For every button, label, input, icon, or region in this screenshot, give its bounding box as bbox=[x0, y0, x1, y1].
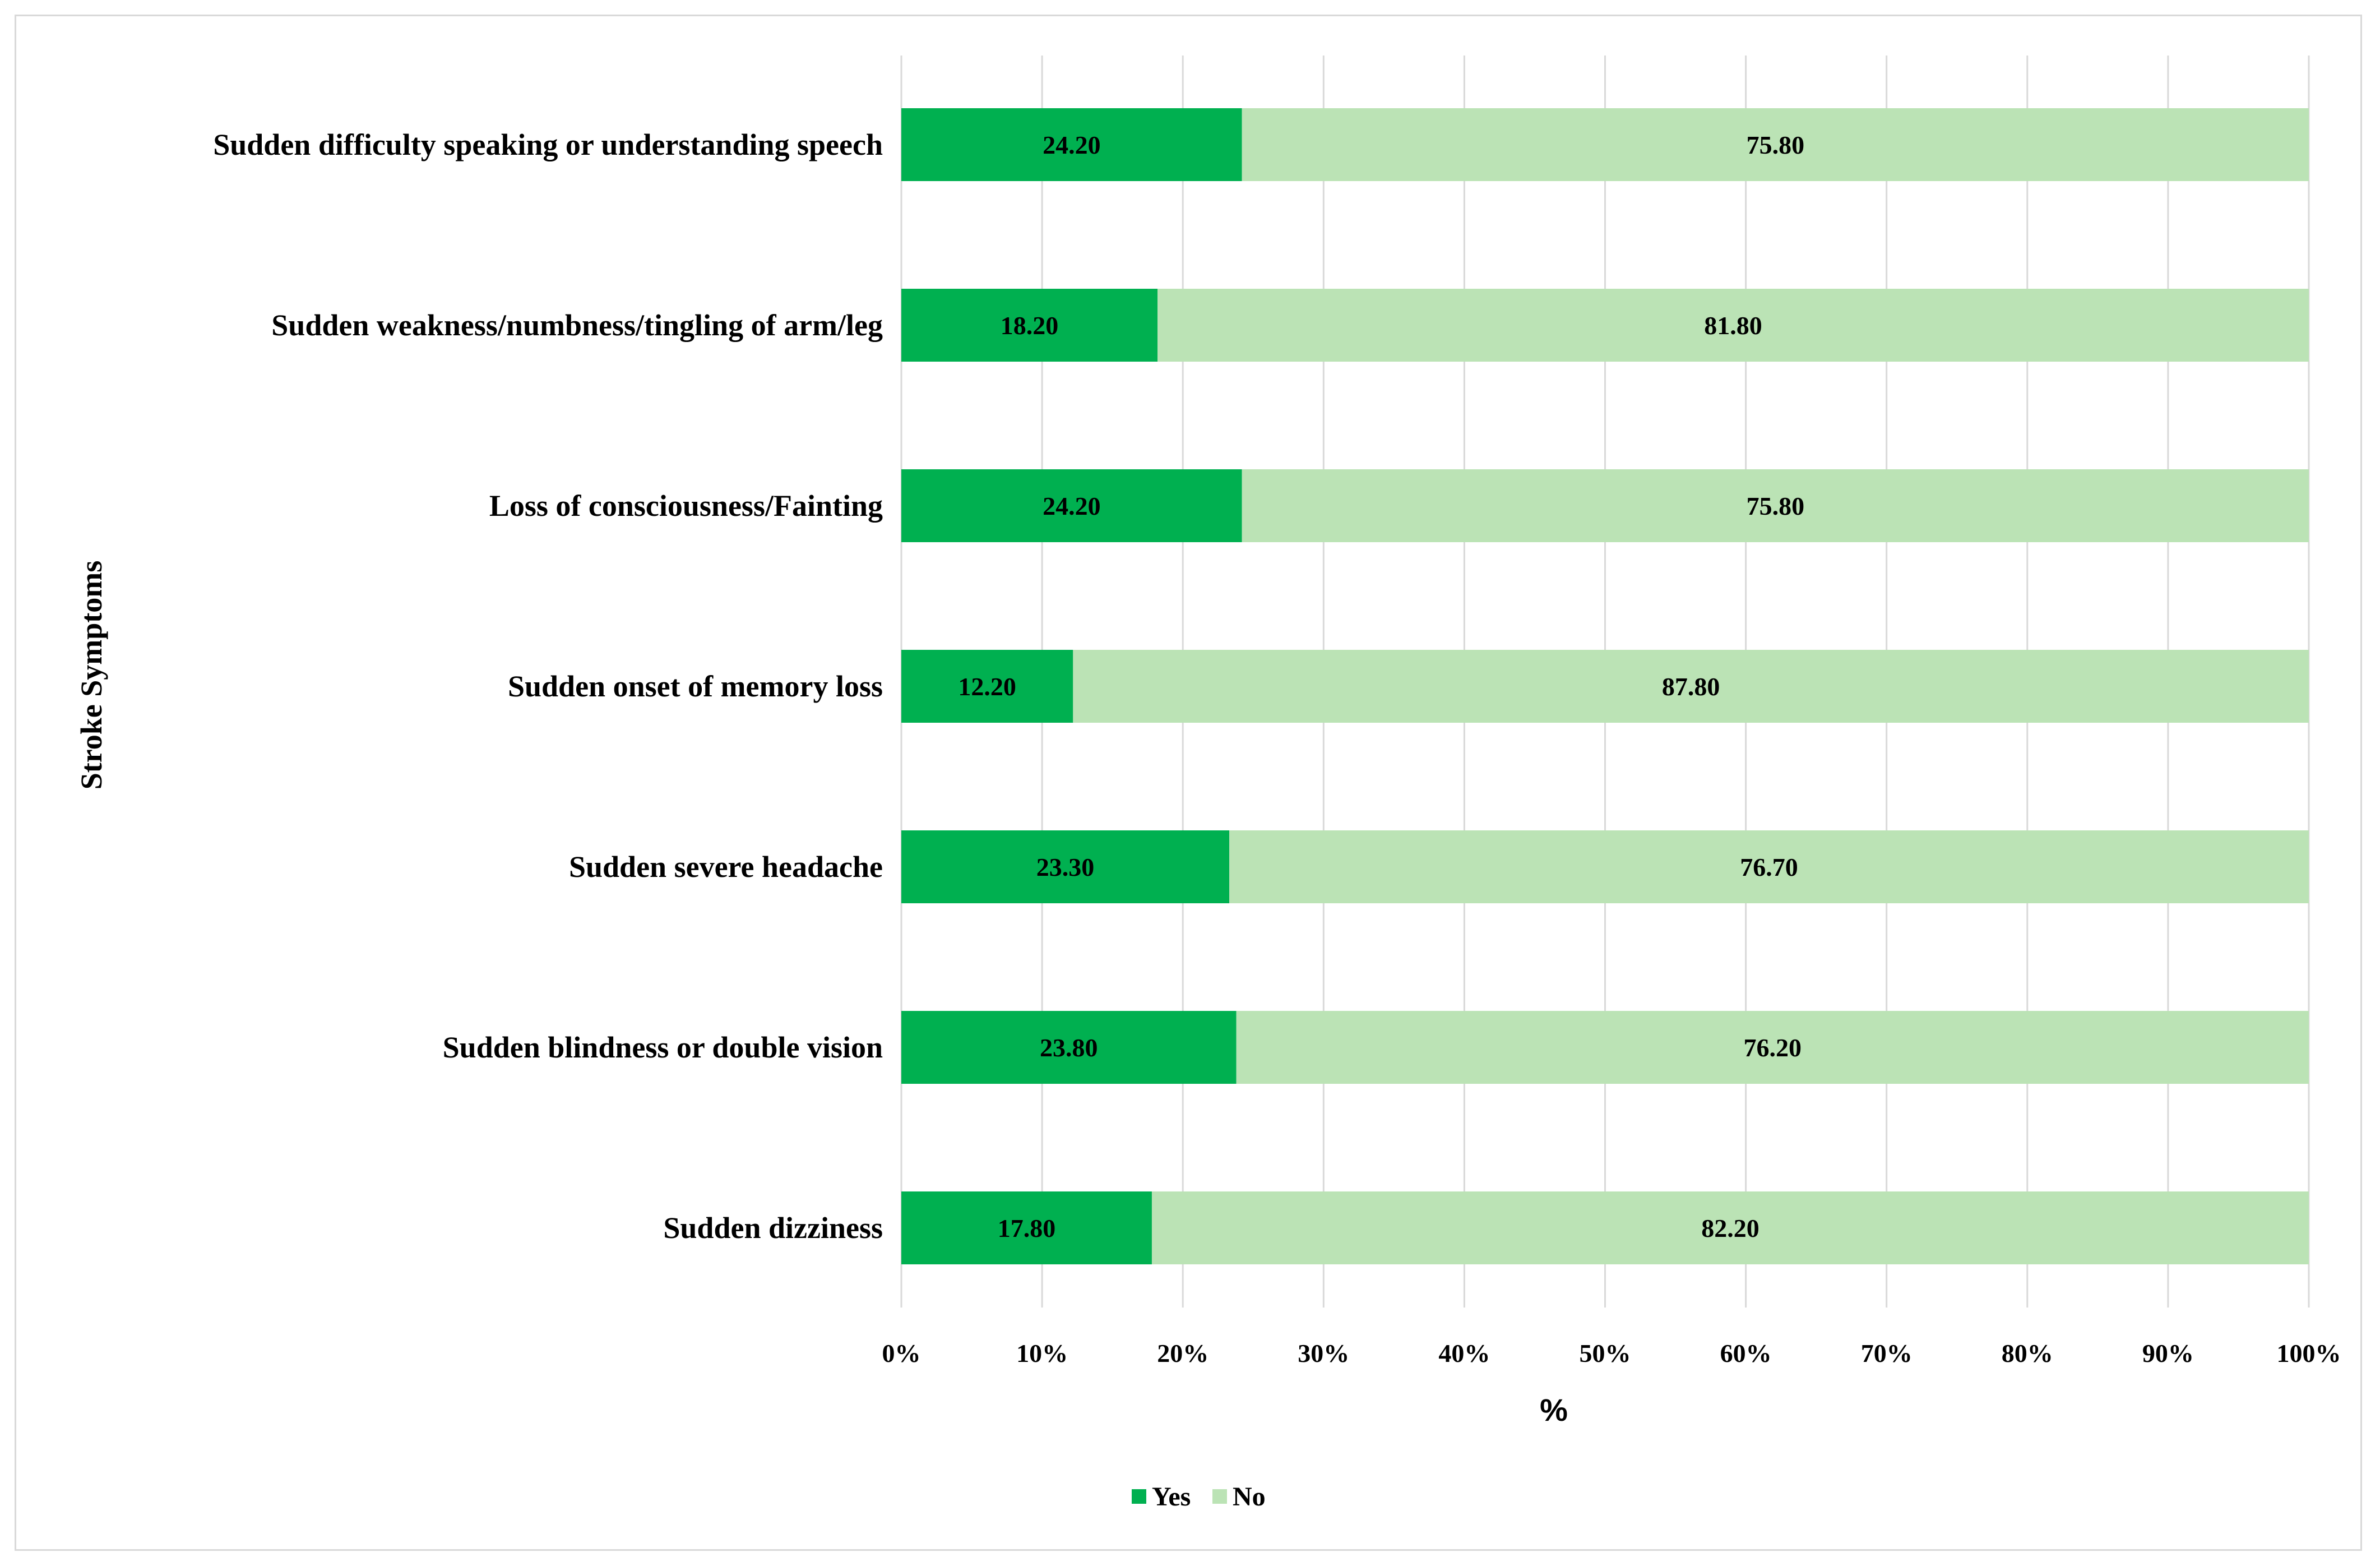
legend-label-yes: Yes bbox=[1152, 1482, 1191, 1512]
data-label-no: 82.20 bbox=[1701, 1214, 1759, 1242]
data-label-yes: 24.20 bbox=[1043, 131, 1101, 159]
x-tick-label: 40% bbox=[1438, 1339, 1490, 1368]
legend: Yes No bbox=[1132, 1482, 1266, 1512]
category-label: Sudden dizziness bbox=[663, 1211, 883, 1245]
x-tick-label: 20% bbox=[1157, 1339, 1208, 1368]
bar-yes bbox=[901, 469, 1242, 542]
data-label-no: 75.80 bbox=[1747, 131, 1805, 159]
data-label-yes: 23.80 bbox=[1040, 1033, 1098, 1062]
bar-no bbox=[1073, 650, 2309, 723]
category-label: Sudden blindness or double vision bbox=[443, 1031, 883, 1064]
bar-no bbox=[1236, 1011, 2309, 1084]
bar-no bbox=[1151, 1191, 2309, 1264]
bar-yes bbox=[901, 289, 1158, 362]
bar-yes bbox=[901, 1191, 1152, 1264]
data-label-yes: 12.20 bbox=[958, 672, 1016, 701]
data-label-yes: 23.30 bbox=[1036, 853, 1095, 881]
data-label-yes: 24.20 bbox=[1043, 492, 1101, 520]
category-label: Sudden difficulty speaking or understand… bbox=[213, 128, 883, 161]
bar-yes bbox=[901, 830, 1230, 903]
data-label-no: 81.80 bbox=[1704, 311, 1762, 340]
bar-yes bbox=[901, 650, 1073, 723]
bar-no bbox=[1229, 830, 2309, 903]
category-label: Sudden onset of memory loss bbox=[508, 669, 883, 703]
category-labels: Sudden difficulty speaking or understand… bbox=[213, 128, 883, 1245]
data-label-no: 87.80 bbox=[1662, 672, 1720, 701]
x-tick-label: 0% bbox=[882, 1339, 921, 1368]
legend-label-no: No bbox=[1233, 1482, 1266, 1512]
bar-no bbox=[1242, 469, 2309, 542]
stacked-bar-chart: 24.20 75.80 18.20 81.80 24.20 75.80 12.20 87.80… bbox=[75, 56, 2341, 1512]
bars: 24.20 75.80 18.20 81.80 24.20 75.80 12.20 87.80… bbox=[901, 108, 2309, 1264]
x-tick-label: 60% bbox=[1720, 1339, 1772, 1368]
x-tick-label: 90% bbox=[2142, 1339, 2194, 1368]
x-tick-label: 10% bbox=[1016, 1339, 1068, 1368]
x-tick-label: 100% bbox=[2277, 1339, 2341, 1368]
data-label-no: 76.20 bbox=[1744, 1033, 1802, 1062]
legend-swatch-yes bbox=[1132, 1489, 1146, 1504]
bar-no bbox=[1157, 289, 2309, 362]
category-label: Loss of consciousness/Fainting bbox=[489, 489, 883, 523]
legend-swatch-no bbox=[1212, 1489, 1227, 1504]
data-label-yes: 18.20 bbox=[1001, 311, 1059, 340]
category-label: Sudden severe headache bbox=[569, 850, 883, 884]
x-tick-label: 30% bbox=[1298, 1339, 1349, 1368]
y-axis-title: Stroke Symptoms bbox=[75, 561, 108, 790]
data-label-no: 75.80 bbox=[1747, 492, 1805, 520]
x-tick-label: 50% bbox=[1580, 1339, 1631, 1368]
bar-no bbox=[1242, 108, 2309, 181]
x-tick-label: 70% bbox=[1861, 1339, 1913, 1368]
x-axis-ticks: 0% 10% 20% 30% 40% 50% 60% 70% 80% 90% 100% bbox=[882, 1339, 2341, 1368]
x-tick-label: 80% bbox=[2002, 1339, 2053, 1368]
x-axis-title: % bbox=[1540, 1392, 1568, 1428]
chart-frame: 24.20 75.80 18.20 81.80 24.20 75.80 12.20 87.80… bbox=[15, 15, 2362, 1551]
data-label-no: 76.70 bbox=[1740, 853, 1798, 881]
data-label-yes: 17.80 bbox=[998, 1214, 1056, 1242]
bar-yes bbox=[901, 1011, 1237, 1084]
category-label: Sudden weakness/numbness/tingling of arm… bbox=[271, 308, 883, 342]
bar-yes bbox=[901, 108, 1242, 181]
